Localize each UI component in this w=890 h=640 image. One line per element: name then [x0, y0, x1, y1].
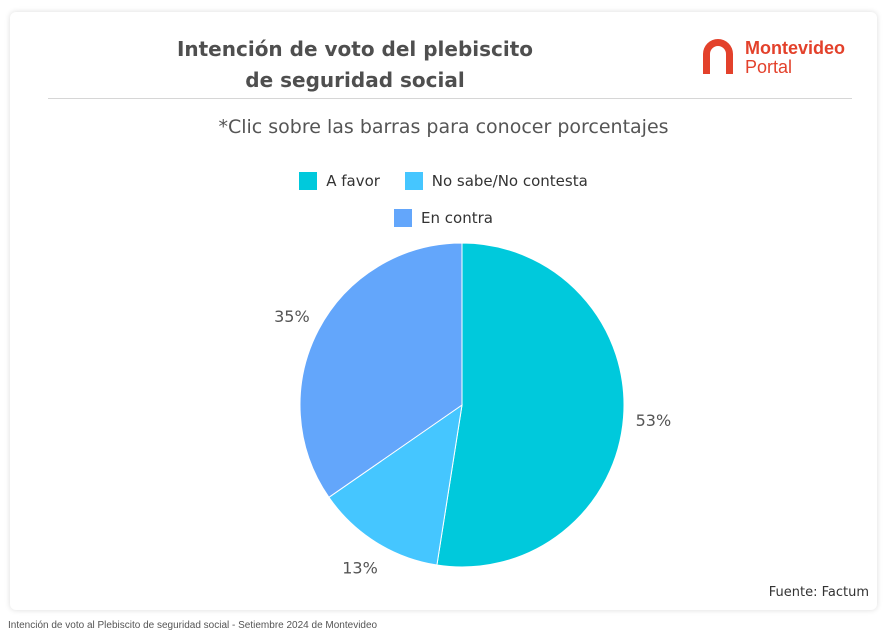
chart-subtitle: *Clic sobre las barras para conocer porc…	[218, 116, 669, 138]
montevideo-portal-logo: Montevideo Portal	[698, 36, 868, 80]
legend-label-no-sabe: No sabe/No contesta	[431, 172, 588, 190]
pie-slice-en-contra[interactable]	[299, 242, 463, 499]
logo-text-line2: Portal	[745, 57, 793, 77]
legend-label-a-favor: A favor	[326, 172, 380, 190]
legend-row-2: En contra	[10, 209, 877, 231]
legend-row-1: A favor No sabe/No contesta	[10, 172, 877, 194]
source-note: Fuente: Factum	[768, 585, 869, 600]
pie-slice-no-sabe[interactable]	[328, 403, 463, 566]
chart-title: Intención de voto del plebiscito de segu…	[150, 34, 560, 96]
chart-title-line1: Intención de voto del plebiscito	[176, 37, 534, 61]
legend-swatch-en-contra	[394, 209, 413, 227]
legend-swatch-no-sabe	[404, 172, 423, 190]
data-label-a-favor: 53%	[636, 411, 672, 430]
legend-swatch-a-favor	[299, 172, 318, 190]
data-label-no-sabe: 13%	[342, 559, 378, 578]
header-divider	[48, 98, 852, 99]
pie-chart: 53% 13% 35%	[274, 242, 672, 578]
image-caption: Intención de voto al Plebiscito de segur…	[8, 620, 378, 631]
pie-slice-a-favor[interactable]	[436, 242, 625, 568]
legend-item-en-contra[interactable]: En contra	[394, 209, 493, 227]
legend-item-no-sabe[interactable]: No sabe/No contesta	[404, 172, 588, 190]
data-label-en-contra: 35%	[274, 307, 310, 326]
legend-label-en-contra: En contra	[421, 209, 493, 227]
logo-text-line1: Montevideo	[745, 38, 846, 58]
chart-title-line2: de seguridad social	[245, 68, 465, 92]
chart-card: Intención de voto del plebiscito de segu…	[10, 12, 877, 610]
logo-text: Montevideo Portal	[745, 39, 845, 77]
arch-icon	[703, 39, 733, 74]
legend-item-a-favor[interactable]: A favor	[299, 172, 380, 190]
